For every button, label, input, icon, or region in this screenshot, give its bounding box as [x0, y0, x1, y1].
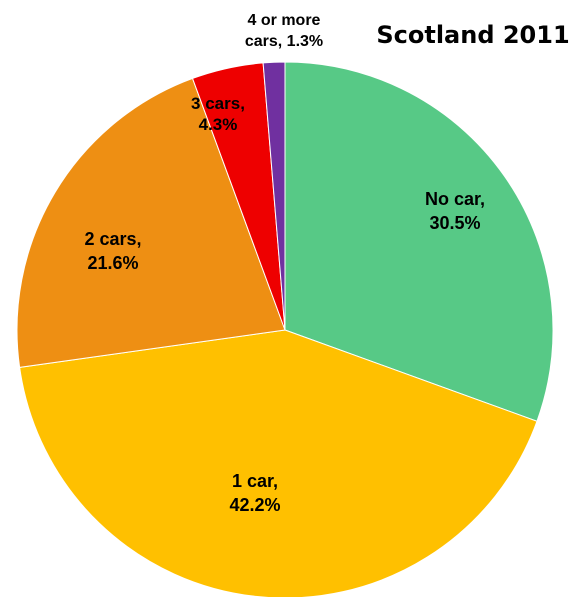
- slice-label-4-or-more-cars: 4 or more cars, 1.3%: [245, 12, 323, 50]
- slice-label-line: 4 or more: [248, 12, 321, 29]
- slice-label-2-cars: 2 cars, 21.6%: [84, 229, 141, 273]
- pie-slices: [16, 61, 554, 597]
- slice-label-1-car: 1 car, 42.2%: [229, 471, 280, 515]
- slice-label-line: 4.3%: [199, 115, 238, 134]
- slice-label-line: 2 cars,: [84, 229, 141, 249]
- pie-slice-no-car: [284, 61, 554, 422]
- slice-label-line: cars, 1.3%: [245, 33, 323, 50]
- slice-label-line: 42.2%: [229, 495, 280, 515]
- slice-label-line: 30.5%: [429, 213, 480, 233]
- pie-labels: No car, 30.5% 1 car, 42.2% 2 cars, 21.6% 3 car…: [84, 12, 485, 515]
- slice-label-line: 3 cars,: [191, 94, 245, 113]
- slice-label-line: 1 car,: [232, 471, 278, 491]
- pie-slice-2-cars: [16, 77, 286, 368]
- slice-label-3-cars: 3 cars, 4.3%: [191, 94, 245, 134]
- pie-slice-4-or-more-cars: [262, 61, 286, 331]
- chart-title: Scotland 2011: [376, 21, 569, 49]
- pie-slice-1-car: [19, 329, 538, 597]
- slice-label-line: No car,: [425, 189, 485, 209]
- slice-label-no-car: No car, 30.5%: [425, 189, 485, 233]
- slice-label-line: 21.6%: [87, 253, 138, 273]
